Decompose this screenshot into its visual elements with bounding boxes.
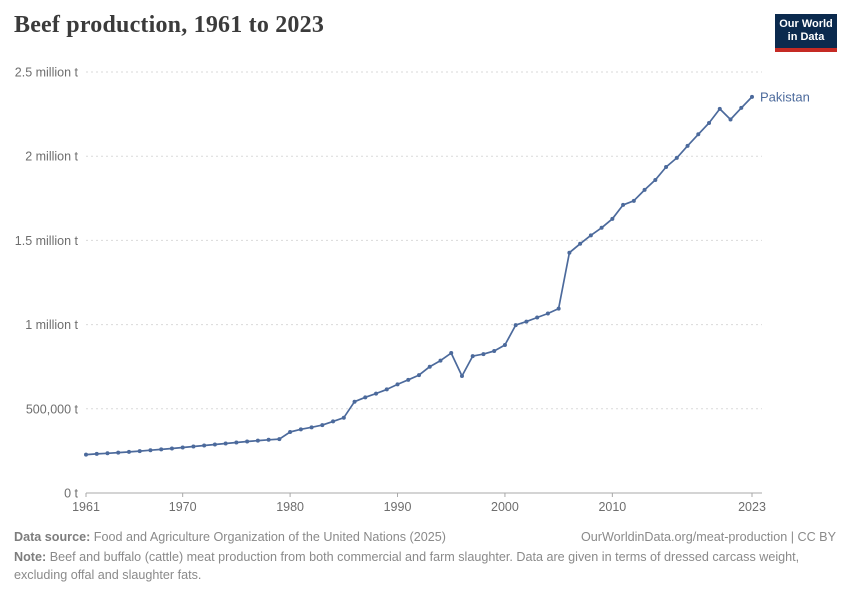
data-point[interactable] bbox=[212, 442, 217, 447]
data-point[interactable] bbox=[159, 447, 164, 452]
data-point[interactable] bbox=[449, 351, 454, 356]
data-point[interactable] bbox=[588, 233, 593, 238]
data-point[interactable] bbox=[395, 382, 400, 387]
data-point[interactable] bbox=[707, 121, 712, 126]
data-source-label: Data source: bbox=[14, 530, 91, 544]
y-axis-tick-label: 0 t bbox=[64, 487, 78, 501]
data-point[interactable] bbox=[417, 373, 421, 378]
owid-logo[interactable]: Our World in Data bbox=[775, 14, 837, 52]
data-point[interactable] bbox=[137, 449, 142, 454]
data-point[interactable] bbox=[438, 358, 443, 363]
x-axis-tick-label: 2023 bbox=[738, 500, 766, 514]
data-point[interactable] bbox=[610, 216, 615, 221]
x-axis-tick-label: 1961 bbox=[72, 500, 100, 514]
data-point[interactable] bbox=[427, 364, 432, 369]
owid-logo-line2: in Data bbox=[787, 31, 825, 43]
data-point[interactable] bbox=[599, 225, 604, 230]
data-point[interactable] bbox=[578, 241, 583, 246]
data-point[interactable] bbox=[116, 450, 121, 455]
data-point[interactable] bbox=[169, 446, 174, 451]
x-axis-tick-label: 2000 bbox=[491, 500, 519, 514]
data-point[interactable] bbox=[513, 323, 518, 328]
data-point[interactable] bbox=[298, 427, 303, 432]
data-point[interactable] bbox=[567, 250, 572, 255]
data-point[interactable] bbox=[685, 143, 690, 148]
y-axis-tick-label: 500,000 t bbox=[26, 402, 79, 416]
data-point[interactable] bbox=[545, 311, 550, 316]
y-axis-tick-label: 1.5 million t bbox=[15, 234, 79, 248]
y-axis-tick-label: 2.5 million t bbox=[15, 66, 79, 80]
data-point[interactable] bbox=[84, 452, 88, 457]
data-point[interactable] bbox=[642, 187, 647, 192]
y-axis-tick-label: 1 million t bbox=[25, 318, 78, 332]
data-point[interactable] bbox=[320, 423, 325, 428]
data-point[interactable] bbox=[750, 94, 754, 99]
data-point[interactable] bbox=[406, 377, 411, 382]
data-point[interactable] bbox=[384, 387, 389, 392]
data-point[interactable] bbox=[126, 449, 131, 454]
data-point[interactable] bbox=[341, 415, 346, 420]
data-point[interactable] bbox=[288, 430, 293, 435]
data-point[interactable] bbox=[664, 164, 669, 169]
data-point[interactable] bbox=[717, 106, 722, 111]
data-point[interactable] bbox=[255, 438, 260, 443]
owid-logo-line1: Our World bbox=[779, 18, 833, 30]
data-point[interactable] bbox=[556, 306, 561, 311]
data-point[interactable] bbox=[524, 319, 529, 324]
data-point[interactable] bbox=[728, 117, 733, 122]
data-point[interactable] bbox=[470, 354, 475, 359]
data-point[interactable] bbox=[674, 155, 679, 160]
owid-url-link[interactable]: OurWorldinData.org/meat-production | CC … bbox=[580, 530, 836, 544]
data-point[interactable] bbox=[739, 105, 744, 110]
data-source: Data source: Food and Agriculture Organi… bbox=[14, 529, 446, 547]
data-point[interactable] bbox=[363, 395, 368, 400]
data-point[interactable] bbox=[331, 419, 336, 424]
y-axis-tick-label: 2 million t bbox=[25, 150, 78, 164]
x-axis-tick-label: 1990 bbox=[384, 500, 412, 514]
data-point[interactable] bbox=[309, 425, 314, 430]
series-line bbox=[85, 96, 753, 456]
data-point[interactable] bbox=[492, 349, 497, 354]
data-point[interactable] bbox=[266, 437, 271, 442]
data-point[interactable] bbox=[374, 391, 379, 396]
data-point[interactable] bbox=[481, 352, 486, 357]
data-point[interactable] bbox=[631, 198, 636, 203]
x-axis-tick-label: 1980 bbox=[276, 500, 304, 514]
data-point[interactable] bbox=[202, 443, 207, 448]
data-point[interactable] bbox=[352, 399, 357, 404]
data-point[interactable] bbox=[535, 315, 540, 320]
x-axis-tick-label: 1970 bbox=[169, 500, 197, 514]
data-source-text: Food and Agriculture Organization of the… bbox=[93, 530, 446, 544]
data-point[interactable] bbox=[234, 440, 239, 445]
x-axis-tick-label: 2010 bbox=[598, 500, 626, 514]
data-point[interactable] bbox=[191, 444, 196, 449]
beef-production-line-chart[interactable]: 0 t 500,000 t 1 million t 1.5 million t 2 mi… bbox=[0, 0, 850, 522]
note-label: Note: bbox=[14, 549, 47, 564]
data-point[interactable] bbox=[459, 373, 464, 378]
chart-note: Note: Beef and buffalo (cattle) meat pro… bbox=[14, 549, 836, 585]
note-text: Beef and buffalo (cattle) meat productio… bbox=[14, 549, 800, 582]
data-point[interactable] bbox=[94, 451, 99, 456]
data-point[interactable] bbox=[696, 132, 701, 137]
data-point[interactable] bbox=[105, 451, 110, 456]
data-point[interactable] bbox=[180, 445, 185, 450]
data-point[interactable] bbox=[502, 342, 507, 347]
data-point[interactable] bbox=[245, 439, 250, 444]
page-title: Beef production, 1961 to 2023 bbox=[14, 12, 325, 38]
data-point[interactable] bbox=[621, 202, 626, 207]
chart-footer: Data source: Food and Agriculture Organi… bbox=[14, 529, 836, 585]
data-point[interactable] bbox=[223, 441, 228, 446]
data-point[interactable] bbox=[277, 437, 282, 442]
data-point[interactable] bbox=[653, 177, 658, 182]
data-point[interactable] bbox=[148, 448, 153, 453]
entity-label[interactable]: Pakistan bbox=[760, 89, 810, 104]
